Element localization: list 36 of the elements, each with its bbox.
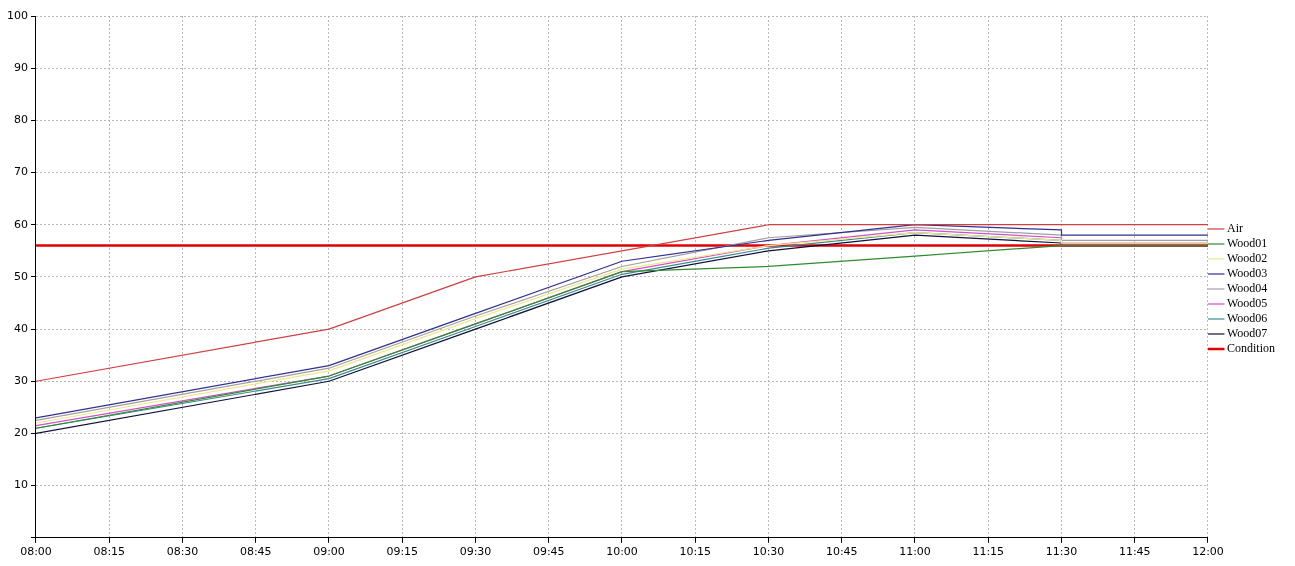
legend-label: Wood02: [1226, 251, 1268, 266]
x-tick-label: 11:30: [1045, 545, 1078, 559]
x-tick-label: 09:30: [459, 545, 492, 559]
y-tick-label: 100: [7, 8, 28, 22]
y-tick-label: 60: [14, 217, 28, 231]
y-tick-label: 10: [14, 478, 28, 492]
y-tick-label: 50: [14, 269, 28, 283]
legend-label: Wood01: [1226, 236, 1268, 251]
y-tick-label: 90: [14, 61, 28, 75]
x-tick-label: 10:30: [752, 545, 785, 559]
x-tick-label: 09:00: [313, 545, 345, 559]
legend-label: Wood04: [1226, 281, 1268, 296]
legend-label: Condition: [1226, 341, 1276, 356]
legend-label: Wood05: [1226, 296, 1268, 311]
legend-label: Wood06: [1226, 311, 1268, 326]
legend-label: Air: [1226, 221, 1243, 236]
x-tick-label: 08:45: [239, 545, 272, 559]
y-tick-label: 80: [14, 113, 28, 127]
y-tick-label: 70: [14, 165, 28, 179]
x-tick-label: 08:30: [166, 545, 199, 559]
x-tick-label: 12:00: [1192, 545, 1224, 559]
x-tick-label: 09:15: [386, 545, 419, 559]
legend-label: Wood07: [1226, 326, 1268, 341]
x-tick-label: 08:00: [20, 545, 52, 559]
y-tick-label: 30: [14, 374, 28, 388]
x-tick-label: 11:15: [972, 545, 1005, 559]
x-tick-label: 09:45: [532, 545, 565, 559]
legend-label: Wood03: [1226, 266, 1268, 281]
x-tick-label: 11:45: [1118, 545, 1151, 559]
x-tick-label: 10:00: [606, 545, 638, 559]
y-tick-label: 40: [14, 321, 28, 335]
x-tick-label: 10:45: [825, 545, 858, 559]
x-tick-label: 10:15: [679, 545, 712, 559]
y-tick-label: 20: [14, 426, 28, 440]
x-tick-label: 11:00: [899, 545, 931, 559]
x-tick-label: 08:15: [93, 545, 126, 559]
